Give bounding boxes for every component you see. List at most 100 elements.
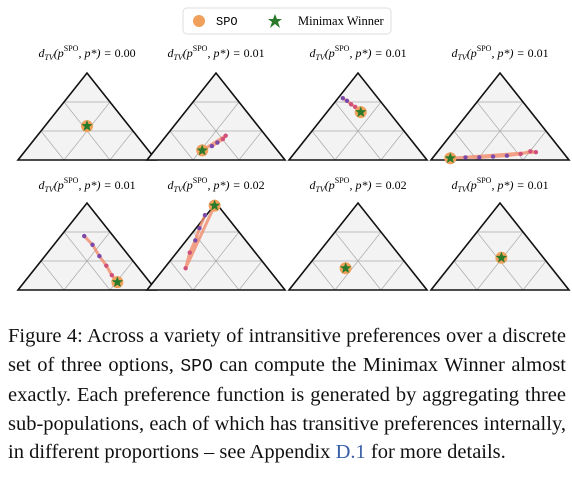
appendix-link[interactable]: D.1 [335,441,366,463]
trail-point [340,96,346,101]
minimax-star [355,106,367,117]
trail-point [197,226,202,231]
caption-code: SPO [180,356,213,377]
title-part: d [38,46,45,60]
panel-title: dTV(pSPO, p*) = 0.01 [38,176,135,194]
title-part: TV [173,185,183,194]
title-part: (p [183,46,193,60]
caption-text: Figure 4: Across a variety of intransiti… [8,325,566,376]
title-part: (p [325,178,335,192]
grid-line [40,260,65,291]
trail-point [528,149,533,154]
grid-line [169,260,194,291]
panel-title: dTV(pSPO, p*) = 0.01 [451,176,548,194]
trail-point [90,242,95,247]
title-part: d [451,46,458,60]
title-part: (p [183,178,193,192]
title-part: , p*) = [349,178,385,192]
grid-line [522,260,547,291]
title-part: TV [315,185,325,194]
trail-point [223,133,228,138]
trail-point [490,154,496,159]
title-part: 0.02 [244,178,265,192]
title-part: d [309,178,316,192]
title-part: d [167,178,174,192]
legend-star [268,14,282,28]
grid-line [522,130,547,161]
grid-line [238,260,263,291]
title-part: (p [325,46,335,60]
legend-box [182,7,392,35]
title-part: (p [54,46,64,60]
title-part: 0.01 [386,46,407,60]
minimax-star [81,120,93,131]
legend-minimax: Minimax Winner [298,14,385,28]
title-part: , p*) = [78,46,114,60]
title-part: SPO [193,176,208,185]
trail-point [202,212,208,218]
trail-point [82,233,87,239]
grid-line [311,130,336,161]
triangle-bg [431,203,569,290]
title-part: 0.00 [115,46,136,60]
triangle-outline [287,71,429,161]
title-part: d [451,178,458,192]
title-part: 0.01 [528,178,549,192]
trail-point [104,263,109,268]
trail-point [187,250,192,255]
title-part: TV [457,53,467,62]
triangle-outline [429,71,571,161]
title-part: d [167,46,174,60]
grid-line [380,130,405,161]
title-part: d [38,178,45,192]
grid-line [238,130,263,161]
trail-point [348,102,354,107]
title-part: SPO [335,44,350,53]
panel-title: dTV(pSPO, p*) = 0.00 [38,44,135,62]
title-part: TV [173,53,183,62]
minimax-star [339,262,352,274]
grid-line [334,231,382,291]
triangle-outline [429,201,571,291]
minimax-star [196,144,208,156]
triangle-bg [289,203,427,290]
title-part: 0.01 [115,178,136,192]
grid-line [453,260,478,291]
grid-line [169,130,194,161]
title-part: SPO [477,176,492,185]
grid-line [40,130,65,161]
title-part: 0.01 [528,46,549,60]
grid-line [192,101,240,161]
minimax-star [495,251,508,263]
grid-line [63,231,111,291]
trail-point [215,140,220,145]
title-part: , p*) = [207,178,243,192]
title-part: SPO [335,176,350,185]
legend-spo: SPO [216,15,238,29]
legend-spo-marker [193,15,205,27]
trail-point [477,155,482,160]
trail-point [183,266,188,271]
caption-text: can compute the Minimax Winner almost ex… [8,353,566,464]
trail-point [353,104,358,110]
title-part: d [309,46,316,60]
title-part: TV [457,185,467,194]
title-part: TV [315,53,325,62]
panel-title: dTV(pSPO, p*) = 0.01 [167,44,264,62]
title-part: (p [467,46,477,60]
title-part: , p*) = [491,178,527,192]
triangle-outline [16,71,158,161]
panel-title: dTV(pSPO, p*) = 0.01 [451,44,548,62]
figure: SPO Minimax Winner dTV(pSPO, p*) = 0.00 d… [16,7,571,291]
trail-point [209,143,215,149]
caption: Figure 4: Across a variety of intransiti… [8,322,566,467]
minimax-star [111,276,124,287]
title-part: 0.01 [244,46,265,60]
grid-line [380,260,405,291]
triangle-bg [18,73,156,160]
title-part: 0.02 [386,178,407,192]
grid-line [476,101,524,161]
title-part: SPO [64,176,79,185]
trail-point [109,273,115,278]
